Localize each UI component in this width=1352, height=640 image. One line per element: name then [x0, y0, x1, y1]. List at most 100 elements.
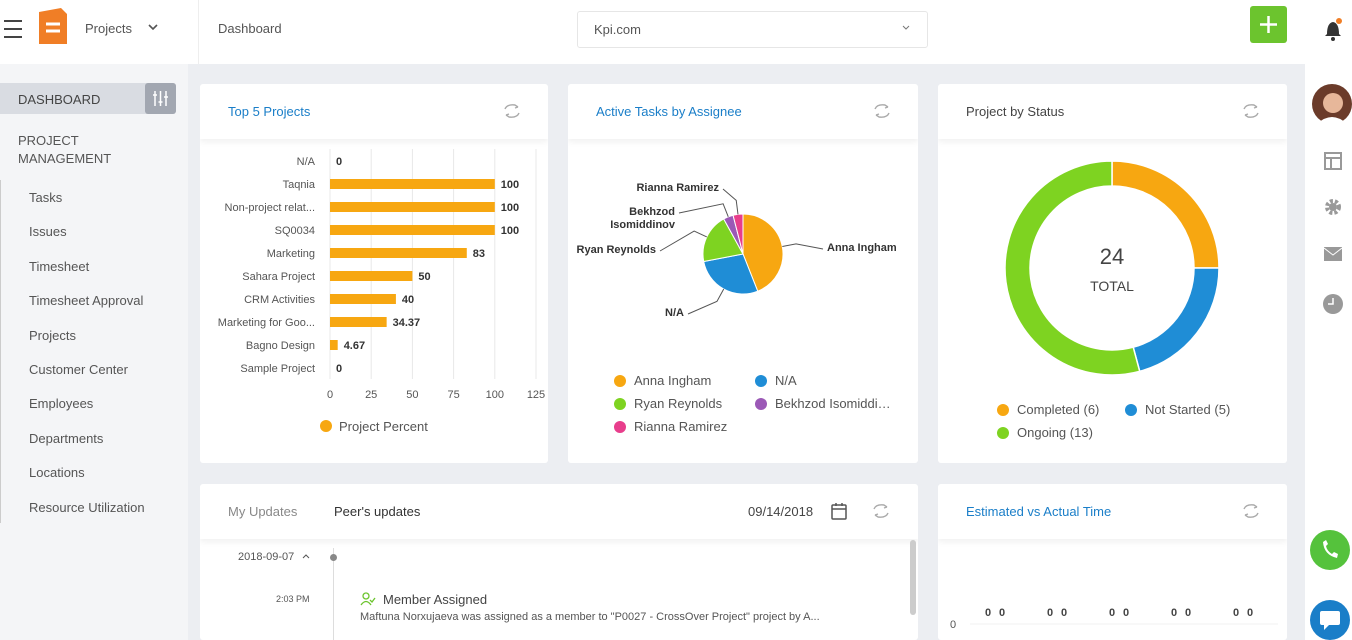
logo[interactable]	[37, 8, 69, 46]
x-tick-label: 75	[447, 389, 459, 401]
tab[interactable]: Peer's updates	[334, 504, 421, 519]
settings-icon[interactable]	[1324, 198, 1342, 216]
menu-icon[interactable]	[4, 18, 24, 40]
nav-item[interactable]: Departments	[29, 430, 104, 446]
nav-label: DASHBOARD	[18, 92, 101, 107]
breadcrumb: Dashboard	[218, 21, 282, 36]
scrollbar[interactable]	[910, 540, 916, 615]
slice-label: N/A	[665, 307, 684, 319]
value-label: 0	[1185, 607, 1191, 619]
legend-marker	[614, 420, 626, 433]
chat-button[interactable]	[1310, 600, 1350, 640]
layout-icon[interactable]	[1324, 152, 1342, 170]
clock-icon[interactable]	[1323, 294, 1343, 314]
project-selector[interactable]: Projects	[85, 21, 132, 36]
slice-label: Bekhzod Isomiddinov	[610, 206, 675, 231]
refresh-icon[interactable]	[503, 103, 521, 119]
card-header: Active Tasks by Assignee	[568, 84, 918, 139]
tab[interactable]: My Updates	[228, 504, 298, 519]
value-label: 0	[1123, 607, 1129, 619]
legend-value: (6)	[1083, 402, 1100, 417]
value-label: 50	[418, 271, 430, 283]
card-title: Estimated vs Actual Time	[966, 504, 1112, 519]
value-label: 40	[402, 294, 414, 306]
updates-card: My Updates Peer's updates 09/14/2018 201…	[200, 484, 918, 640]
tasks-card: Active Tasks by Assignee Anna Ingham N/A Ry…	[568, 84, 918, 463]
value-label: 0	[1061, 607, 1067, 619]
nav-item[interactable]: Resource Utilization	[29, 499, 145, 515]
sidebar: DASHBOARD PROJECT MANAGEMENT Tasks Issues…	[0, 64, 188, 640]
bar	[330, 179, 495, 189]
legend-marker	[320, 420, 332, 432]
pie-slice	[702, 218, 744, 263]
refresh-icon[interactable]	[1242, 103, 1260, 119]
value-label: 0	[999, 607, 1005, 619]
leader-line	[659, 230, 708, 252]
nav-item[interactable]: Issues	[29, 224, 67, 240]
legend-item: N/A	[755, 369, 896, 392]
nav-item[interactable]: Employees	[29, 396, 94, 412]
chart: 00 0 0 0 0 0 0 0 0 0	[950, 607, 1278, 631]
calendar-icon[interactable]	[831, 502, 847, 520]
mail-icon[interactable]	[1324, 247, 1342, 261]
y-tick-label: Non-project relat...	[225, 202, 315, 214]
nav-item[interactable]: Locations	[29, 465, 85, 481]
legend-marker	[997, 403, 1009, 416]
bar	[330, 317, 387, 327]
entry-text: Maftuna Norxujaeva was assigned as a mem…	[360, 611, 820, 623]
value-label: 0	[1247, 607, 1253, 619]
add-button[interactable]	[1250, 6, 1287, 43]
legend-label: Not Started	[1145, 402, 1211, 417]
legend-label: Project Percent	[339, 419, 428, 434]
nav-item[interactable]: Tasks	[29, 190, 63, 205]
value-label: 0	[1233, 607, 1239, 619]
nav-item[interactable]: Timesheet	[29, 258, 90, 274]
time-card: Estimated vs Actual Time 0 0 0 0 0 0 0 0 0 0 0	[938, 484, 1287, 640]
x-tick-label: 25	[365, 389, 377, 401]
card-header: Estimated vs Actual Time	[938, 484, 1287, 539]
legend-label: Bekhzod Isomiddinov	[775, 396, 896, 411]
legend-label: Rianna Ramirez	[634, 419, 728, 434]
search-box[interactable]: Kpi.com	[577, 11, 928, 48]
donut-segment	[1111, 160, 1220, 269]
section-line	[0, 180, 1, 523]
entry-time: 2:03 PM	[276, 594, 310, 604]
refresh-icon[interactable]	[872, 503, 890, 519]
chart: 0 25 50 75 100 125 N/A 0 Taqnia 100 Non-project re…	[218, 149, 545, 434]
value-label: 0	[336, 156, 342, 168]
phone-button[interactable]	[1310, 530, 1350, 570]
card-header: Top 5 Projects	[200, 84, 548, 139]
nav-item[interactable]: Projects	[29, 327, 76, 343]
card-header: Project by Status	[938, 84, 1287, 139]
legend: Anna Ingham N/A Ryan Reynolds Bekhzod Isomi…	[614, 369, 904, 438]
slice-label: Ryan Reynolds	[576, 244, 656, 256]
avatar[interactable]	[1312, 84, 1352, 124]
legend-value: (13)	[1069, 425, 1093, 440]
notifications[interactable]	[1324, 18, 1344, 42]
nav-item[interactable]: Timesheet Approval	[29, 293, 144, 309]
value-label: 0	[1109, 607, 1115, 619]
legend-item: Ongoing (13)	[997, 421, 1125, 444]
legend-item: Anna Ingham	[614, 369, 755, 392]
chevron[interactable]	[147, 23, 159, 33]
pie-slice	[703, 253, 759, 295]
timeline-dot	[330, 554, 337, 561]
leader-line	[782, 243, 824, 250]
y-tick-label: Marketing	[267, 248, 315, 260]
refresh-icon[interactable]	[1242, 503, 1260, 519]
x-tick-label: 50	[406, 389, 418, 401]
legend-label: N/A	[775, 373, 797, 388]
dashboard-item[interactable]: DASHBOARD	[0, 83, 176, 114]
settings-toggle[interactable]	[145, 83, 176, 114]
value-label: 0	[1171, 607, 1177, 619]
slice-label: Anna Ingham	[827, 242, 897, 254]
nav-item[interactable]: Customer Center	[29, 362, 128, 377]
collapse[interactable]	[302, 553, 310, 559]
refresh-icon[interactable]	[873, 103, 891, 119]
legend-label: Ongoing	[1017, 425, 1067, 440]
value-label: 100	[501, 202, 519, 214]
leader-line	[722, 188, 739, 215]
legend-marker	[755, 374, 767, 387]
search-value: Kpi.com	[594, 22, 641, 37]
